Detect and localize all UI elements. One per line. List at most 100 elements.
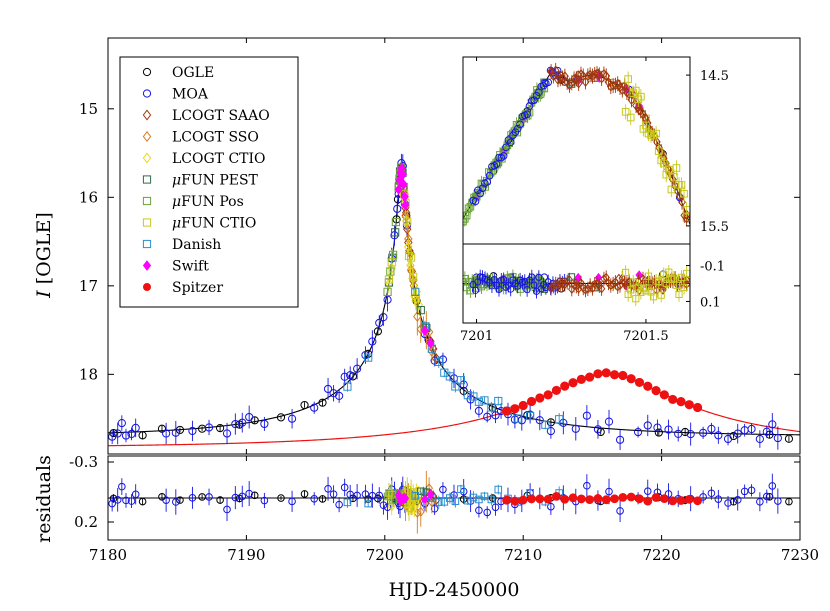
data-point-lcogt-sso — [401, 210, 410, 222]
inset-point-lcogt-saao — [643, 117, 652, 129]
residual-point-danish — [457, 485, 465, 493]
inset-y-tick-label: 15.5 — [700, 220, 729, 235]
legend-marker-ogle — [142, 67, 152, 77]
legend-marker-swift — [142, 260, 152, 271]
inset-residual-point-fun-ctio — [629, 278, 637, 286]
data-point-danish — [526, 411, 535, 421]
residual-point-moa — [774, 497, 782, 505]
data-point-moa — [535, 416, 544, 425]
residual-point-moa — [643, 487, 652, 495]
residual-point-fun-ctio — [385, 489, 393, 497]
inset-residual-point-fun-ctio — [667, 275, 675, 283]
residual-axes-frame — [107, 455, 801, 541]
residual-point-moa — [118, 482, 126, 491]
inset-point-fun-ctio — [652, 129, 660, 138]
data-point-lcogt-ctio — [406, 259, 415, 271]
residual-point-moa — [127, 497, 136, 505]
data-point-spitzer — [634, 377, 645, 388]
residual-point-danish — [411, 492, 420, 500]
data-point-moa — [353, 364, 362, 373]
residual-point-spitzer — [618, 492, 628, 502]
inset-frame — [462, 56, 691, 324]
inset-point-fun-ctio — [649, 131, 658, 140]
data-point-ogle — [109, 428, 118, 438]
data-point-moa — [121, 431, 131, 440]
legend-label-moa: MOA — [172, 87, 209, 103]
residual-point-fun-ctio — [412, 496, 420, 504]
inset-residual-point-moa — [537, 285, 545, 293]
data-point-danish — [469, 392, 478, 401]
residuals-spitzer — [502, 491, 702, 506]
inset-point-fun-ctio — [642, 121, 650, 130]
residual-point-spitzer — [576, 494, 586, 504]
inset-residual-point-fun-ctio — [627, 286, 635, 294]
data-point-moa — [571, 424, 580, 433]
data-point-moa — [615, 435, 625, 444]
inset-point-fun-ctio — [680, 189, 688, 198]
data-point-lcogt-ctio — [408, 272, 417, 284]
data-point-moa — [762, 427, 771, 436]
data-point-moa — [346, 371, 355, 380]
residual-point-moa — [310, 494, 319, 503]
data-point-danish — [411, 287, 420, 296]
residuals-fun-ctio — [385, 477, 420, 521]
data-point-moa — [483, 412, 492, 421]
inset-residuals — [463, 264, 690, 306]
residual-point-moa — [383, 503, 392, 511]
x-tick-label: 7220 — [643, 546, 681, 564]
data-point-danish — [474, 397, 484, 406]
residual-point-spitzer — [651, 493, 661, 502]
data-point-moa — [335, 391, 344, 400]
inset-point-fun-ctio — [634, 95, 643, 104]
data-point-moa — [768, 420, 777, 429]
inset-res-y-tick-label: -0.1 — [700, 260, 725, 275]
residual-point-danish — [451, 497, 460, 505]
data-point-fun-ctio — [409, 272, 418, 281]
residual-y-tick-label: -0.3 — [69, 453, 98, 471]
residual-point-moa — [188, 494, 197, 502]
legend-label-lcogt-ctio: LCOGT CTIO — [172, 151, 266, 167]
inset-residual-point-fun-ctio — [660, 271, 668, 279]
y-tick-label: 15 — [79, 100, 98, 118]
inset-residual-point-moa — [523, 286, 531, 294]
data-point-danish — [480, 396, 489, 405]
residual-point-moa — [707, 489, 716, 498]
residual-point-moa — [122, 496, 130, 505]
data-point-moa — [593, 425, 603, 434]
legend-marker-spitzer — [142, 282, 151, 291]
inset-point-fun-ctio — [637, 92, 645, 101]
data-point-spitzer — [626, 374, 636, 384]
data-point-lcogt-saao — [402, 223, 412, 235]
residual-point-moa — [547, 502, 555, 511]
residual-point-danish — [469, 493, 478, 502]
residual-point-spitzer — [527, 494, 536, 504]
residual-point-moa — [340, 483, 349, 492]
data-point-moa — [714, 431, 723, 440]
inset-point-moa — [471, 197, 480, 206]
residual-point-lcogt-sso — [416, 506, 425, 517]
data-point-spitzer — [593, 369, 603, 379]
residual-point-spitzer — [552, 491, 561, 501]
inset-residual-point-fun-ctio — [655, 278, 663, 286]
data-point-moa — [260, 419, 269, 429]
residual-point-spitzer — [585, 495, 595, 505]
data-point-moa — [131, 423, 140, 432]
data-point-ogle — [596, 427, 605, 437]
inset-residual-point-fun-ctio — [675, 290, 683, 299]
residual-point-moa — [605, 487, 613, 496]
data-point-moa — [474, 406, 484, 416]
data-point-danish — [343, 382, 352, 391]
residual-point-spitzer — [543, 494, 553, 504]
residual-point-spitzer — [610, 494, 619, 504]
data-point-moa — [323, 384, 333, 394]
data-point-spitzer — [535, 393, 545, 403]
residual-point-moa — [131, 490, 140, 499]
inset-residual-point-moa — [535, 273, 543, 281]
data-point-spitzer — [676, 397, 686, 407]
data-point-swift — [399, 179, 408, 190]
series-fun-ctio — [384, 186, 421, 311]
data-point-spitzer — [501, 406, 512, 416]
inset-residual-point-moa — [521, 277, 529, 286]
data-point-moa — [773, 433, 782, 443]
